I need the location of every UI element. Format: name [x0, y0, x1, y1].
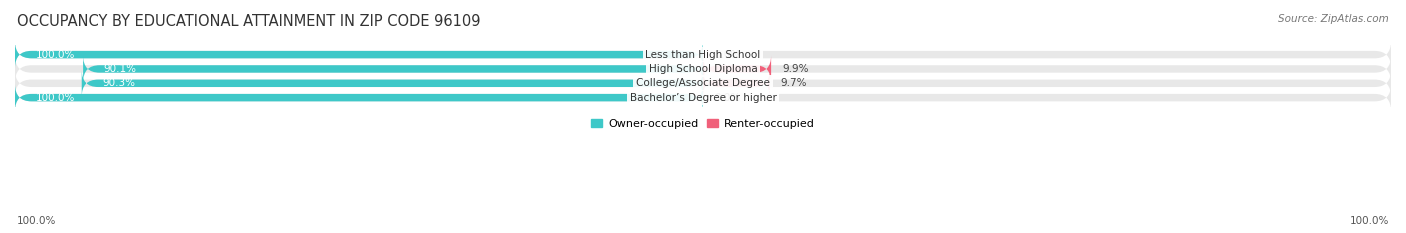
FancyBboxPatch shape — [703, 70, 769, 97]
Text: 90.3%: 90.3% — [103, 78, 135, 88]
Text: College/Associate Degree: College/Associate Degree — [636, 78, 770, 88]
Text: 0.0%: 0.0% — [714, 50, 740, 60]
Text: 9.9%: 9.9% — [782, 64, 808, 74]
FancyBboxPatch shape — [15, 84, 703, 111]
Text: 90.1%: 90.1% — [104, 64, 136, 74]
FancyBboxPatch shape — [83, 55, 703, 82]
Text: 100.0%: 100.0% — [35, 50, 75, 60]
Text: Less than High School: Less than High School — [645, 50, 761, 60]
Text: 9.7%: 9.7% — [780, 78, 807, 88]
Legend: Owner-occupied, Renter-occupied: Owner-occupied, Renter-occupied — [586, 114, 820, 134]
Text: OCCUPANCY BY EDUCATIONAL ATTAINMENT IN ZIP CODE 96109: OCCUPANCY BY EDUCATIONAL ATTAINMENT IN Z… — [17, 14, 481, 29]
Text: 0.0%: 0.0% — [714, 93, 740, 103]
Text: 100.0%: 100.0% — [1350, 216, 1389, 226]
FancyBboxPatch shape — [703, 55, 770, 82]
FancyBboxPatch shape — [15, 55, 1391, 82]
FancyBboxPatch shape — [15, 41, 1391, 68]
FancyBboxPatch shape — [15, 84, 1391, 111]
Text: Source: ZipAtlas.com: Source: ZipAtlas.com — [1278, 14, 1389, 24]
FancyBboxPatch shape — [15, 70, 1391, 97]
Text: Bachelor’s Degree or higher: Bachelor’s Degree or higher — [630, 93, 776, 103]
Text: 100.0%: 100.0% — [17, 216, 56, 226]
FancyBboxPatch shape — [82, 70, 703, 97]
FancyBboxPatch shape — [15, 41, 703, 68]
Text: 100.0%: 100.0% — [35, 93, 75, 103]
Text: High School Diploma: High School Diploma — [648, 64, 758, 74]
